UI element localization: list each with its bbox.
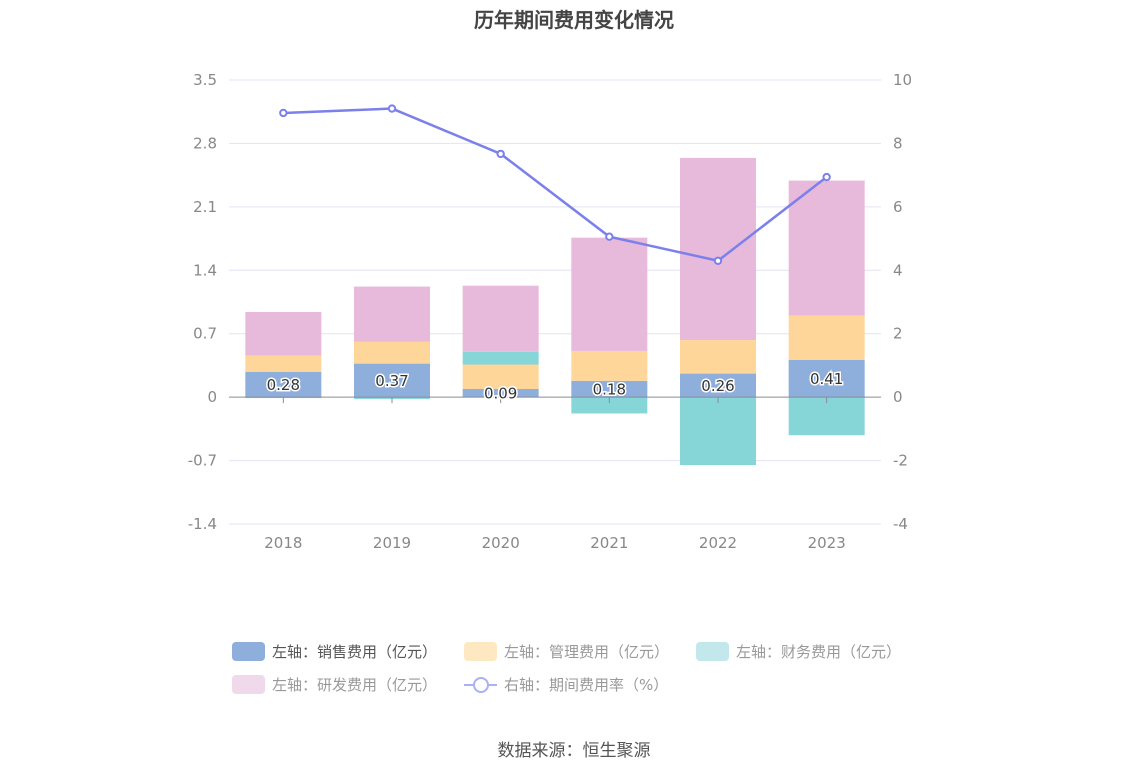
legend-item-expense-rate[interactable]: 右轴：期间费用率（%） xyxy=(464,674,668,695)
x-tick-label: 2022 xyxy=(699,534,737,552)
bar xyxy=(680,373,756,398)
bar xyxy=(680,157,756,341)
legend-label-rnd: 左轴：研发费用（亿元） xyxy=(272,676,438,694)
legend-item-sales[interactable]: 左轴：销售费用（亿元） xyxy=(232,641,437,662)
x-tick-label: 2023 xyxy=(808,534,846,552)
expense-rate-point xyxy=(496,149,505,159)
right-tick-label: 0 xyxy=(893,388,903,406)
bar xyxy=(462,351,539,365)
bar xyxy=(571,397,648,414)
bar xyxy=(354,341,430,364)
bar xyxy=(462,285,539,352)
right-tick-label: -2 xyxy=(893,452,908,470)
left-tick-label: 1.4 xyxy=(193,261,217,279)
left-tick-label: -1.4 xyxy=(188,515,217,533)
expense-rate-point xyxy=(605,232,614,241)
bar xyxy=(462,364,539,389)
bar xyxy=(354,286,430,342)
legend-label-expense-rate: 右轴：期间费用率（%） xyxy=(504,676,669,694)
legend-label-finance: 左轴：财务费用（亿元） xyxy=(736,643,902,661)
legend-item-rnd[interactable]: 左轴：研发费用（亿元） xyxy=(232,674,437,695)
legend-swatch-admin xyxy=(464,642,497,661)
x-tick-label: 2020 xyxy=(482,534,520,552)
source-note: 数据来源：恒生聚源 xyxy=(497,741,651,761)
data-labels: 0.28 0.37 0.09 0.18 0.26 0.41 xyxy=(265,369,845,404)
bar xyxy=(571,237,648,351)
legend-swatch-sales xyxy=(232,642,265,661)
legend-item-finance[interactable]: 左轴：财务费用（亿元） xyxy=(696,641,901,662)
bar xyxy=(462,388,539,398)
left-tick-label: -0.7 xyxy=(188,452,217,470)
bar xyxy=(788,359,865,398)
bar xyxy=(788,397,865,436)
bar xyxy=(680,397,756,466)
bar xyxy=(788,315,865,360)
right-tick-label: -4 xyxy=(893,515,908,533)
bar xyxy=(680,340,756,374)
legend-label-admin: 左轴：管理费用（亿元） xyxy=(504,643,670,661)
x-tick-label: 2018 xyxy=(264,534,302,552)
bar-series xyxy=(245,157,865,466)
expense-rate-point xyxy=(387,104,397,113)
legend-swatch-rnd xyxy=(232,675,265,694)
bar xyxy=(245,355,322,372)
legend-swatch-finance xyxy=(696,642,729,661)
right-tick-label: 6 xyxy=(893,198,903,216)
bar xyxy=(245,311,322,356)
left-tick-label: 2.8 xyxy=(193,134,217,152)
sales-data-label: 0.09 xyxy=(484,385,517,403)
right-tick-label: 4 xyxy=(893,261,903,279)
sales-data-label: 0.41 xyxy=(810,370,843,388)
left-tick-label: 0.7 xyxy=(193,325,217,343)
expense-rate-line xyxy=(283,107,828,263)
expense-rate-point xyxy=(279,108,288,118)
right-tick-label: 2 xyxy=(893,325,903,343)
x-tick-label: 2021 xyxy=(590,534,628,552)
sales-data-label: 0.28 xyxy=(267,376,300,394)
bar xyxy=(571,380,648,398)
sales-data-label: 0.18 xyxy=(593,380,626,398)
bar xyxy=(788,180,865,316)
x-tick-label: 2019 xyxy=(373,534,411,552)
sales-data-label: 0.37 xyxy=(375,372,408,390)
sales-data-label: 0.26 xyxy=(701,377,734,395)
expense-rate-point xyxy=(822,172,831,182)
bar xyxy=(245,371,322,398)
right-tick-label: 10 xyxy=(893,71,912,89)
expense-rate-point xyxy=(713,256,723,265)
legend-swatch-expense-rate xyxy=(464,675,497,694)
legend-item-admin[interactable]: 左轴：管理费用（亿元） xyxy=(464,641,669,662)
bar xyxy=(571,350,648,381)
legend-label-sales: 左轴：销售费用（亿元） xyxy=(272,643,438,661)
left-tick-label: 2.1 xyxy=(193,198,217,216)
chart-title: 历年期间费用变化情况 xyxy=(474,8,674,32)
bar xyxy=(354,363,430,398)
left-tick-label: 0 xyxy=(207,388,217,406)
axes: -1.4 -0.7 0 0.7 1.4 2.1 2.8 3.5 -4 -2 0 2 4 6 8 10 2018 2… xyxy=(188,71,912,552)
left-tick-label: 3.5 xyxy=(193,71,217,89)
line-series xyxy=(279,104,831,265)
right-tick-label: 8 xyxy=(893,134,903,152)
grid-lines xyxy=(229,79,881,525)
